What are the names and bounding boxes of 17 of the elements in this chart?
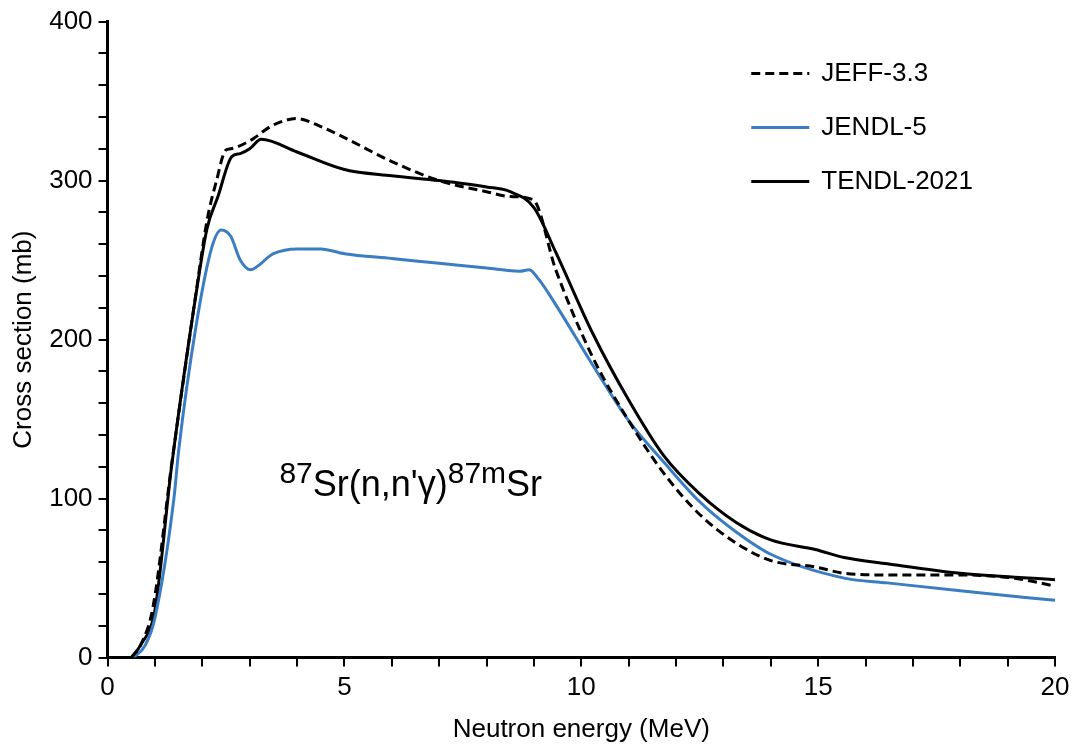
legend-label: JEFF-3.3 [821, 56, 929, 87]
x-tick-label: 0 [100, 671, 115, 702]
y-tick-label: 300 [49, 163, 93, 194]
legend-label: TENDL-2021 [821, 164, 973, 195]
y-axis-title: Cross section (mb) [6, 230, 37, 449]
legend-label: JENDL-5 [821, 110, 927, 141]
line-series [132, 228, 1055, 658]
x-tick-label: 10 [566, 671, 596, 702]
x-tick-label: 5 [337, 671, 352, 702]
y-tick-label: 0 [78, 640, 93, 671]
x-tick-label: 20 [1040, 671, 1070, 702]
y-tick-label: 100 [49, 481, 93, 512]
x-tick-label: 15 [803, 671, 833, 702]
annotation: $^{87}$Sr(n,n'γ)$^{87m}$Sr [279, 455, 543, 505]
y-tick-label: 200 [49, 322, 93, 353]
x-axis-title: Neutron energy (MeV) [452, 712, 710, 743]
y-tick-label: 400 [49, 4, 93, 35]
